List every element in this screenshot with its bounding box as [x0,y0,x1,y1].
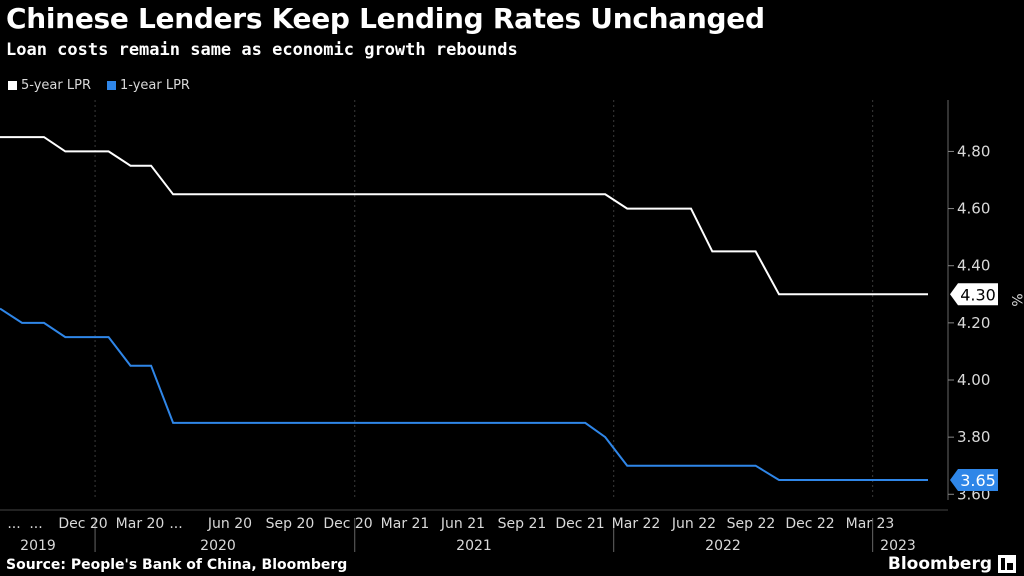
x-tick-label: Dec 21 [555,516,604,532]
x-year-label: 2022 [705,538,741,554]
x-tick-label: Sep 20 [266,516,315,532]
x-year-label: 2019 [20,538,56,554]
legend-swatch-5y [8,81,17,90]
source-note: Source: People's Bank of China, Bloomber… [6,557,348,573]
legend-item-1y: 1-year LPR [106,78,190,93]
y-tick-label: 4.20 [957,314,990,332]
y-tick-label: 4.60 [957,200,990,218]
x-tick-label: Dec 22 [785,516,834,532]
y-axis-unit-label: % [1008,293,1024,306]
x-tick-label: Mar 21 [381,516,430,532]
chart-subtitle: Loan costs remain same as economic growt… [6,40,518,60]
last-value-tag-5y [950,283,998,306]
x-tick-label: Jun 20 [207,516,252,532]
last-value-label-1y: 3.65 [960,471,996,490]
legend-swatch-1y [106,81,116,90]
series-line-1y [0,307,928,481]
x-tick-label: ... [29,516,42,532]
chart-legend: 5-year LPR 1-year LPR [8,78,190,93]
y-tick-label: 3.80 [957,428,990,446]
x-tick-label: Sep 21 [498,516,547,532]
x-tick-label: Mar 22 [612,516,661,532]
x-tick-label: Mar 23 [846,516,895,532]
legend-item-5y: 5-year LPR [8,78,91,93]
last-value-tag-1y [950,469,998,491]
legend-label-1y: 1-year LPR [119,78,190,93]
x-tick-label: ... [169,516,182,532]
legend-label-5y: 5-year LPR [21,78,91,93]
y-tick-label: 4.00 [957,371,990,389]
bloomberg-mark-icon [998,555,1016,573]
bloomberg-logo: Bloomberg [887,554,992,574]
last-value-label-5y: 4.30 [960,285,996,304]
chart-title: Chinese Lenders Keep Lending Rates Uncha… [6,2,765,35]
x-tick-label: Mar 20 [116,516,165,532]
y-tick-label: 4.80 [957,142,990,160]
x-tick-label: Jun 22 [671,516,716,532]
x-year-label: 2021 [456,538,492,554]
x-tick-label: Jun 21 [440,516,485,532]
x-tick-label: Dec 20 [58,516,107,532]
x-year-label: 2023 [880,538,916,554]
x-year-label: 2020 [200,538,236,554]
x-tick-label: Sep 22 [727,516,776,532]
x-tick-label: ... [7,516,20,532]
y-tick-label: 4.40 [957,257,990,275]
x-tick-label: Dec 20 [323,516,372,532]
series-line-5y [0,136,928,296]
